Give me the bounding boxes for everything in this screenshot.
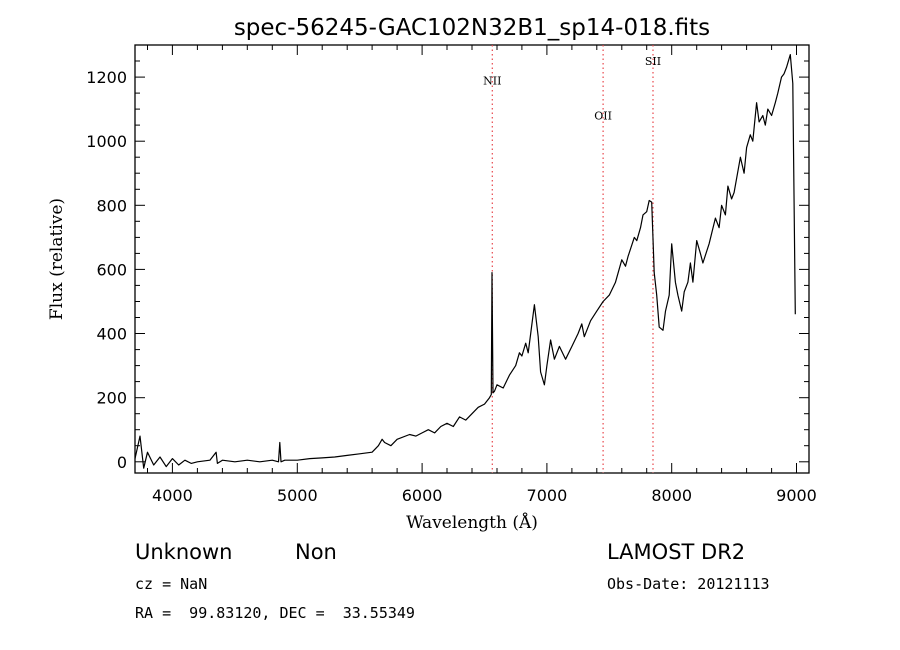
x-tick-label: 5000 (277, 486, 318, 505)
tick-labels: 4000 5000 6000 7000 8000 9000 0 200 400 600 800 100… (86, 55, 817, 505)
x-axis-label: Wavelength (Å) (406, 512, 538, 533)
data-series (134, 54, 796, 469)
chart-title: spec-56245-GAC102N32B1_sp14-018.fits (234, 15, 710, 41)
redshift-label: cz = NaN (135, 575, 208, 593)
y-tick-label: 400 (96, 325, 127, 344)
plot-frame (134, 44, 810, 474)
x-tick-label: 4000 (152, 486, 193, 505)
y-tick-label: 1200 (86, 68, 127, 87)
y-tick-label: 0 (117, 453, 127, 472)
x-tick-label: 8000 (651, 486, 692, 505)
y-axis-label: Flux (relative) (47, 198, 67, 320)
survey-label: LAMOST DR2 (607, 540, 746, 564)
x-tick-label: 9000 (776, 486, 817, 505)
y-tick-label: 600 (96, 260, 127, 279)
emission-line-markers (491, 45, 654, 473)
coordinates-label: RA = 99.83120, DEC = 33.55349 (135, 604, 415, 622)
subclass-label: Non (295, 540, 337, 564)
emission-line-label: NII (483, 74, 501, 87)
y-tick-label: 1000 (86, 132, 127, 151)
x-tick-label: 6000 (402, 486, 443, 505)
class-label: Unknown (135, 540, 233, 564)
tick-marks (135, 45, 809, 473)
obs-date-label: Obs-Date: 20121113 (607, 575, 770, 593)
emission-line-label: SII (645, 55, 661, 68)
y-tick-label: 200 (96, 389, 127, 408)
y-tick-label: 800 (96, 196, 127, 215)
x-tick-label: 7000 (527, 486, 568, 505)
spectrum-line-0 (134, 54, 796, 469)
emission-line-label: OII (594, 110, 612, 123)
